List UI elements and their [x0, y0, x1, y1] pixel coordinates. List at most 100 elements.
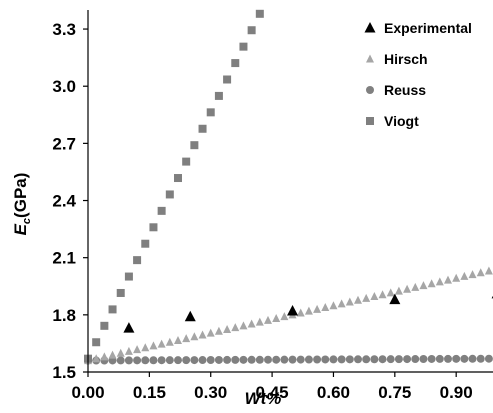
legend-label: Experimental	[384, 20, 472, 36]
data-point	[345, 297, 354, 306]
data-point	[123, 322, 135, 333]
x-tick-label: 0.00	[71, 383, 104, 402]
data-point	[100, 321, 109, 330]
data-point	[182, 157, 191, 166]
legend-item-reuss: Reuss	[366, 82, 426, 98]
data-point	[174, 174, 182, 183]
data-point	[370, 292, 379, 301]
data-point	[255, 355, 264, 364]
data-point	[165, 356, 174, 365]
data-point	[157, 206, 166, 215]
data-point	[255, 9, 264, 18]
x-axis-title: Wt%	[245, 389, 282, 408]
data-point	[287, 305, 299, 316]
data-point	[378, 290, 387, 299]
data-point	[239, 355, 248, 364]
data-point	[411, 355, 420, 364]
series-viogt	[84, 9, 264, 363]
data-point	[182, 334, 191, 343]
data-point	[304, 306, 313, 315]
data-point	[337, 355, 346, 364]
data-point	[247, 355, 256, 364]
data-point	[321, 355, 330, 364]
data-point	[304, 355, 313, 364]
data-point	[329, 301, 338, 310]
data-point	[255, 317, 264, 326]
data-point	[141, 239, 150, 248]
y-tick-label: 2.1	[52, 249, 76, 268]
x-tick-label: 0.60	[317, 383, 350, 402]
data-point	[174, 356, 182, 365]
y-axis-title-sub: c	[21, 218, 33, 224]
data-point	[427, 354, 436, 363]
x-tick-label: 0.15	[133, 383, 166, 402]
legend-label: Viogt	[384, 113, 419, 129]
legend-marker	[366, 117, 374, 125]
data-point	[124, 272, 133, 281]
legend-label: Hirsch	[384, 51, 428, 67]
data-point	[184, 310, 196, 322]
data-point	[141, 356, 150, 365]
x-tick-label: 0.30	[194, 383, 227, 402]
data-point	[190, 141, 199, 150]
data-point	[116, 288, 125, 297]
data-point	[190, 356, 199, 365]
data-point	[444, 275, 452, 284]
y-tick-label: 1.5	[52, 363, 76, 382]
x-tick-label: 0.75	[378, 383, 411, 402]
series-hirsch	[84, 266, 493, 365]
data-point	[133, 356, 142, 365]
data-point	[124, 346, 133, 355]
data-point	[231, 323, 240, 332]
data-point	[231, 59, 240, 68]
data-point	[354, 355, 362, 364]
legend: Experimental Hirsch Reuss Viogt	[364, 20, 472, 129]
axes: 1.5 1.8 2.1 2.4 2.7 3.0 3.3 0.00 0.15 0.30 0.45 0.6…	[52, 10, 493, 402]
data-point	[288, 355, 297, 364]
data-point	[247, 26, 256, 35]
data-point	[198, 356, 207, 365]
data-point	[468, 354, 477, 363]
data-point	[427, 279, 436, 288]
data-point	[419, 355, 428, 364]
x-tick-label: 0.45	[256, 383, 289, 402]
data-point	[206, 328, 215, 337]
data-point	[124, 356, 133, 365]
data-point	[247, 319, 256, 328]
legend-marker	[364, 22, 376, 33]
data-point	[92, 354, 101, 363]
data-point	[411, 282, 420, 291]
data-point	[460, 271, 469, 280]
data-point	[329, 355, 338, 364]
data-point	[296, 355, 305, 364]
data-point	[460, 354, 469, 363]
legend-label: Reuss	[384, 82, 426, 98]
legend-item-experimental: Experimental	[364, 20, 472, 36]
y-tick-label: 2.7	[52, 134, 76, 153]
data-point	[157, 339, 166, 348]
data-point	[337, 299, 346, 308]
data-point	[264, 315, 272, 324]
data-point	[452, 354, 461, 363]
data-point	[435, 277, 444, 286]
y-tick-label: 3.0	[52, 77, 76, 96]
data-point	[133, 256, 142, 265]
data-point	[214, 326, 223, 335]
data-point	[484, 266, 493, 275]
series-reuss	[84, 354, 493, 365]
data-point	[419, 281, 428, 290]
data-point	[149, 356, 158, 365]
data-point	[149, 223, 158, 232]
y-axis-title-main: E	[11, 223, 30, 235]
data-point	[100, 352, 109, 361]
data-point	[214, 355, 223, 364]
data-point	[214, 91, 223, 100]
data-point	[362, 355, 371, 364]
x-tick-label: 0.90	[440, 383, 473, 402]
data-point	[272, 355, 281, 364]
data-point	[92, 338, 101, 347]
data-point	[435, 354, 444, 363]
data-point	[484, 354, 493, 363]
data-point	[223, 75, 232, 84]
